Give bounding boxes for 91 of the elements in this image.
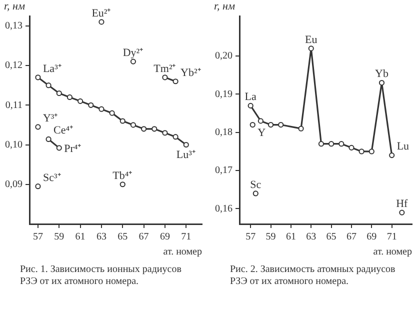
annotation: Yb [375, 68, 389, 80]
point [98, 19, 104, 25]
point [66, 94, 73, 100]
point [258, 118, 264, 124]
point [378, 80, 385, 86]
point [298, 126, 304, 132]
point [130, 58, 136, 64]
point [252, 190, 258, 196]
x-tick-label: 71 [386, 232, 397, 243]
annotation: Hf [396, 198, 408, 210]
point [46, 82, 52, 88]
point [56, 145, 62, 151]
point [348, 144, 354, 150]
x-tick-label: 65 [118, 232, 128, 243]
point [250, 122, 256, 128]
y-tick-label: 0,17 [215, 165, 232, 176]
point [78, 98, 84, 104]
point [120, 182, 126, 188]
text: Рис. 1. Зависимость ионных радиусов РЗЭ от их атомного номера. [19, 263, 182, 288]
annotation: Yb²⁺ [180, 66, 202, 79]
point [140, 126, 147, 132]
y-tick-label: 0,13 [5, 20, 22, 32]
point [399, 210, 405, 216]
point [172, 78, 178, 84]
annotation: Pr⁴⁺ [64, 142, 82, 155]
x-tick-label: 69 [366, 232, 377, 243]
annotation: Tb⁴⁺ [112, 170, 133, 182]
x-tick-label: 59 [266, 232, 276, 243]
x-tick-label: 69 [160, 232, 170, 243]
x-tick-label: 57 [246, 232, 256, 243]
y-tick-label: 0,12 [5, 60, 22, 72]
point [98, 106, 104, 112]
point [35, 74, 41, 80]
point [152, 126, 158, 132]
x-tick-label: 63 [306, 232, 316, 243]
annotation: Tm²⁺ [154, 62, 176, 75]
x-tick-label: 71 [181, 232, 192, 243]
annotation: Y³⁺ [42, 112, 58, 124]
annotation: La³⁺ [42, 62, 62, 75]
annotation: Sc³⁺ [42, 172, 62, 184]
y-axis-title: r, нм [4, 0, 26, 12]
point [318, 141, 324, 147]
x-axis-title: ат. номер [163, 246, 202, 258]
point [35, 124, 41, 130]
point [130, 122, 136, 128]
point [109, 110, 115, 116]
annotation: La [244, 91, 257, 104]
annotation: Lu [396, 140, 410, 153]
y-tick-label: 0,18 [215, 127, 232, 138]
y-tick-label: 0,10 [5, 139, 22, 150]
annotation: Y [258, 127, 266, 140]
point [389, 152, 395, 158]
point [162, 130, 168, 136]
annotation: Eu [305, 34, 318, 46]
x-tick-label: 63 [96, 232, 106, 243]
x-tick-label: 67 [346, 232, 356, 243]
x-tick-label: 61 [75, 232, 86, 243]
y-tick-label: 0,19 [215, 88, 232, 100]
annotation: Ce⁴⁺ [54, 124, 74, 137]
annotation: Eu²⁺ [92, 7, 112, 20]
x-tick-label: 59 [54, 232, 64, 243]
x-tick-label: 67 [138, 232, 149, 243]
annotation: Sc [250, 178, 262, 191]
point [88, 102, 94, 108]
annotation: Lu³⁺ [176, 149, 196, 162]
y-axis-title: r, нм [214, 0, 236, 12]
point [120, 118, 126, 124]
y-tick-label: 0,11 [5, 100, 22, 111]
point [338, 141, 344, 147]
point [368, 148, 374, 154]
point [248, 102, 254, 108]
point [268, 122, 274, 128]
point [172, 134, 178, 140]
y-tick-label: 0,09 [5, 179, 22, 190]
point [46, 136, 52, 142]
point [358, 148, 364, 154]
point [308, 46, 314, 52]
y-tick-label: 0,20 [215, 50, 232, 62]
x-tick-label: 65 [326, 232, 336, 243]
point [183, 142, 189, 148]
x-tick-label: 61 [286, 232, 296, 243]
x-tick-label: 57 [32, 232, 43, 243]
point [162, 74, 168, 80]
annotation: Dy²⁺ [122, 46, 144, 59]
x-axis-title: ат. номер [373, 246, 412, 258]
text: Рис. 2. Зависимость атомных радиусов РЗЭ от их атомного номера. [229, 263, 396, 288]
point [56, 90, 62, 96]
point [35, 184, 41, 190]
y-tick-label: 0,16 [215, 203, 232, 214]
point [278, 122, 284, 128]
point [328, 141, 334, 147]
